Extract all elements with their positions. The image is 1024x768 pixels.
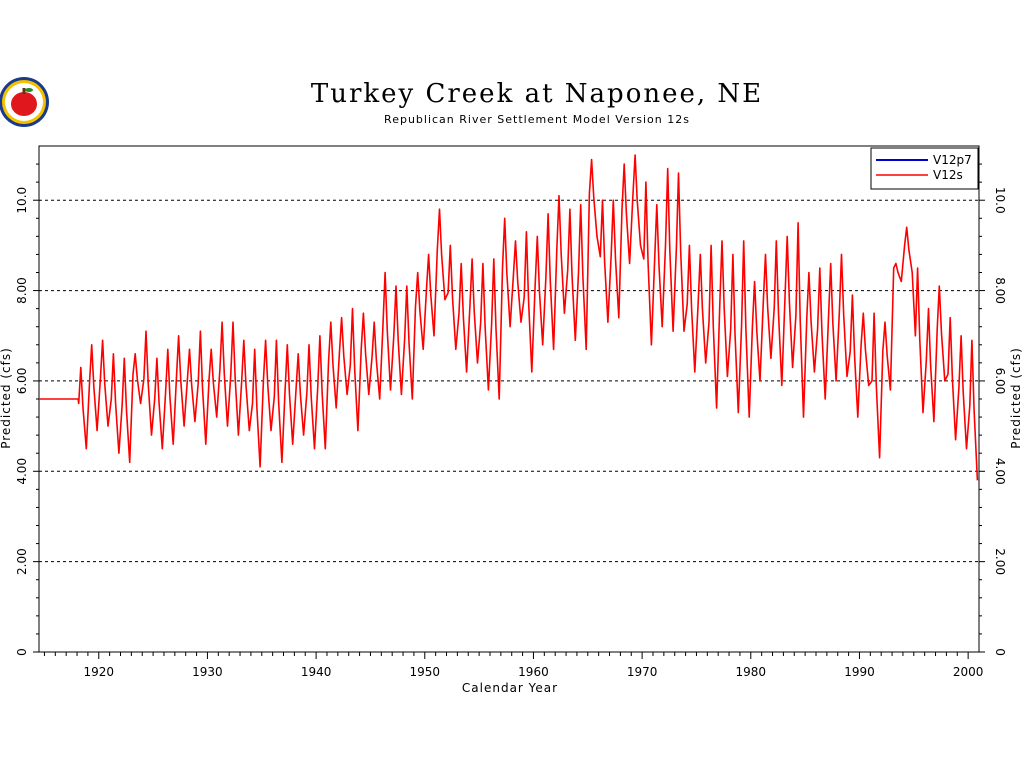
y-axis-label-left: Predicted (cfs) — [0, 347, 13, 449]
series-layer — [39, 154, 979, 481]
x-tick-label: 1920 — [83, 665, 114, 679]
legend-label-v12p7: V12p7 — [933, 153, 972, 167]
x-tick-label: 1930 — [192, 665, 223, 679]
y-tick-label-right: 0 — [993, 648, 1007, 656]
y-tick-label-right: 8.00 — [993, 277, 1007, 304]
y-tick-label-left: 4.00 — [15, 458, 29, 485]
y-axis-right-ticks: 0 2.00 4.00 6.00 8.00 10.0 — [979, 187, 1007, 656]
series-line-v12s — [39, 154, 979, 481]
y-tick-label-right: 4.00 — [993, 458, 1007, 485]
x-tick-label: 1980 — [736, 665, 767, 679]
x-tick-label: 1960 — [518, 665, 549, 679]
x-axis-ticks: 1920 1930 1940 1950 1960 1970 1980 1990 2000 — [43, 652, 984, 679]
legend-box — [870, 147, 979, 190]
chart-subtitle: Republican River Settlement Model Versio… — [384, 113, 690, 126]
x-tick-label: 2000 — [953, 665, 984, 679]
legend-label-v12s: V12s — [933, 168, 963, 182]
y-tick-label-left: 8.00 — [15, 277, 29, 304]
y-tick-label-right: 10.0 — [993, 187, 1007, 214]
y-axis-label-right: Predicted (cfs) — [1009, 347, 1023, 449]
y-axis-left-ticks: 0 2.00 4.00 6.00 8.00 10.0 — [15, 187, 39, 656]
plot-area: 1920 1930 1940 1950 1960 1970 1980 1990 2000 0 2.… — [15, 145, 1007, 679]
y-tick-label-right: 6.00 — [993, 368, 1007, 395]
x-tick-label: 1950 — [410, 665, 441, 679]
x-tick-label: 1970 — [627, 665, 658, 679]
y-tick-label-right: 2.00 — [993, 548, 1007, 575]
chart-title: Turkey Creek at Naponee, NE — [311, 79, 763, 109]
y-tick-label-left: 2.00 — [15, 548, 29, 575]
x-tick-label: 1940 — [301, 665, 332, 679]
x-axis-label: Calendar Year — [462, 681, 558, 695]
legend: V12p7 V12s — [870, 147, 979, 190]
y-tick-label-left: 10.0 — [15, 187, 29, 214]
grid-lines — [39, 199, 979, 563]
plot-frame — [38, 145, 980, 653]
y-tick-label-left: 6.00 — [15, 368, 29, 395]
x-tick-label: 1990 — [844, 665, 875, 679]
minor-ticks — [36, 163, 982, 635]
y-tick-label-left: 0 — [15, 648, 29, 656]
agency-seal-logo — [0, 77, 49, 127]
